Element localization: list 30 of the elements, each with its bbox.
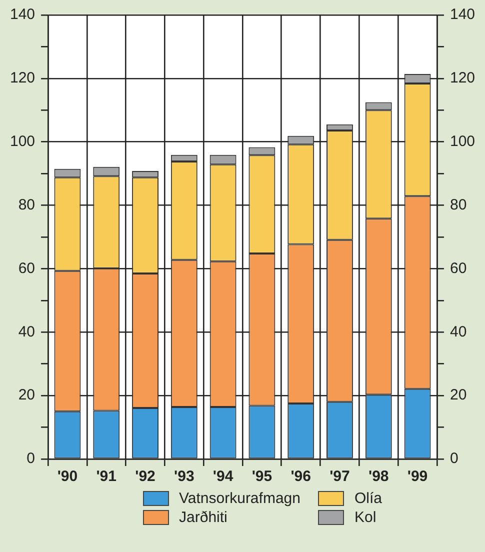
y-tick-label: 60	[18, 260, 36, 277]
legend-label: Vatnsorkurafmagn	[179, 490, 300, 507]
y-tick-label: 140	[10, 6, 36, 24]
y-tick-label: 80	[18, 196, 36, 214]
legend-label: Jarðhiti	[179, 509, 228, 526]
x-tick-label: '93	[174, 468, 194, 486]
legend-label: Olía	[354, 490, 382, 507]
y2-tick-label: 100	[450, 133, 476, 150]
y2-tick-label: 120	[450, 70, 476, 87]
x-tick-label: '98	[368, 468, 389, 486]
y2-tick-label: 20	[450, 386, 467, 404]
y-tick-label: 100	[10, 133, 36, 150]
y-tick-label: 40	[18, 323, 36, 340]
y2-tick-label: 140	[450, 6, 476, 24]
legend-label: Kol	[354, 509, 376, 526]
x-tick-label: '97	[330, 468, 350, 486]
y-tick-label: 0	[26, 450, 36, 468]
x-tick-label: '94	[212, 468, 234, 486]
y2-tick-label: 80	[450, 196, 467, 214]
x-tick-label: '95	[252, 468, 272, 486]
x-tick-label: '92	[135, 468, 156, 486]
x-tick-label: '90	[57, 468, 78, 486]
y-tick-label: 120	[10, 70, 36, 87]
y2-tick-label: 60	[450, 260, 467, 277]
x-tick-label: '99	[407, 468, 428, 486]
y2-tick-label: 0	[450, 450, 458, 468]
y-tick-label: 20	[18, 386, 36, 404]
x-tick-label: '96	[290, 468, 311, 486]
x-tick-label: '91	[96, 468, 116, 486]
y2-tick-label: 40	[450, 323, 467, 340]
